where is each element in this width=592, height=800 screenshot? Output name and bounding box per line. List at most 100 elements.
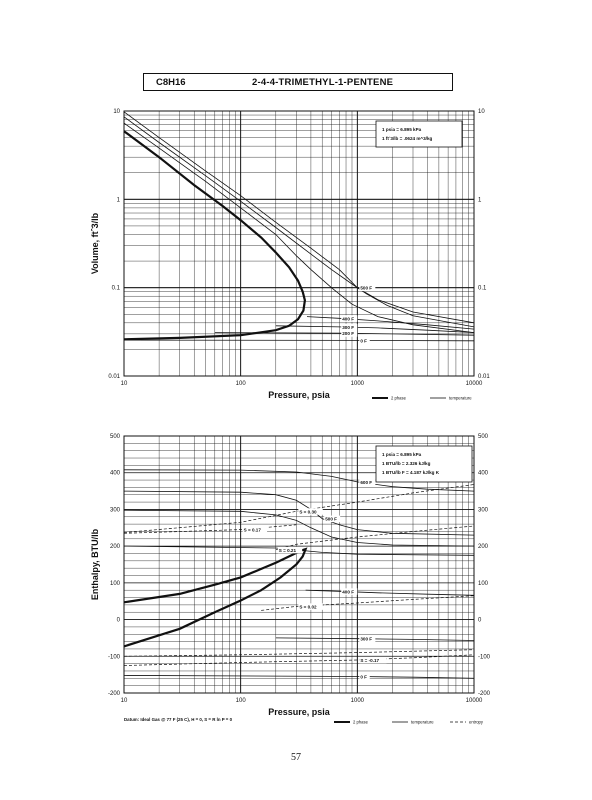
curve-label-bg bbox=[341, 323, 358, 331]
y-tick-label-left: 0.01 bbox=[108, 374, 120, 380]
y-tick-label-right: 100 bbox=[478, 581, 489, 587]
y-tick-label-left: 1 bbox=[117, 197, 121, 203]
y-tick-label-left: -100 bbox=[108, 654, 121, 660]
curve-label-bg bbox=[242, 526, 268, 534]
y-tick-label-left: -200 bbox=[108, 691, 121, 697]
curve-label-bg bbox=[359, 656, 387, 664]
curve-label: 400 F bbox=[342, 589, 354, 594]
y-tick-label-right: 1 bbox=[478, 197, 482, 203]
curve-label-bg bbox=[277, 546, 303, 554]
formula-label: C8H16 bbox=[156, 77, 186, 88]
entropy-curve bbox=[123, 484, 475, 533]
legend-entry: temperature bbox=[411, 720, 434, 725]
temperature-curve bbox=[305, 589, 475, 596]
y-tick-label-left: 400 bbox=[110, 471, 121, 477]
legend-entry: temperature bbox=[449, 396, 472, 401]
y-axis-title: Volume, ftˆ3/lb bbox=[90, 212, 100, 274]
temperature-curve bbox=[123, 122, 475, 333]
curve-label-bg bbox=[359, 673, 370, 680]
x-axis-title: Pressure, psia bbox=[268, 707, 331, 717]
y-tick-label-left: 300 bbox=[110, 507, 121, 513]
entropy-curve bbox=[275, 525, 475, 551]
temperature-curve bbox=[123, 509, 475, 547]
y-tick-label-left: 0.1 bbox=[112, 286, 121, 292]
curve-label: 0 F bbox=[360, 338, 367, 343]
compound-name: 2-4-4-TRIMETHYL-1-PENTENE bbox=[252, 77, 394, 88]
y-axis-title: Enthalpy, BTU/lb bbox=[90, 528, 100, 600]
temperature-curve bbox=[275, 325, 475, 333]
conversion-note: 1 psia = 6.895 kPa bbox=[382, 452, 422, 457]
two-phase-curve bbox=[123, 130, 307, 341]
y-tick-label-left: 100 bbox=[110, 581, 121, 587]
x-tick-label: 10000 bbox=[466, 698, 483, 704]
curve-label-bg bbox=[341, 588, 358, 595]
chart-header: C8H16 2-4-4-TRIMETHYL-1-PENTENE bbox=[143, 73, 453, 91]
temperature-curve bbox=[123, 116, 475, 328]
conversion-note: 1 BTU/lb = 2.326 kJ/kg bbox=[382, 461, 431, 466]
plot-frame bbox=[123, 110, 475, 377]
temperature-curve bbox=[123, 469, 475, 492]
y-tick-label-left: 200 bbox=[110, 544, 121, 550]
curve-label-bg bbox=[359, 478, 376, 486]
curve-label: 300 F bbox=[342, 325, 354, 330]
entropy-curve bbox=[123, 649, 475, 657]
curve-label: 400 F bbox=[342, 316, 354, 321]
temperature-curve bbox=[306, 316, 475, 330]
conversion-note: 1 BTU/lb F = 4.187 kJ/kg K bbox=[382, 470, 440, 475]
curve-label: 300 F bbox=[360, 637, 372, 642]
y-tick-label-right: 500 bbox=[478, 434, 489, 440]
y-tick-label-left: 10 bbox=[113, 109, 120, 115]
temperature-curve bbox=[214, 332, 475, 336]
notes-box bbox=[375, 120, 463, 148]
curve-label-bg bbox=[341, 315, 358, 322]
y-tick-label-right: 300 bbox=[478, 507, 489, 513]
temperature-curve bbox=[123, 339, 475, 342]
curve-label-bg bbox=[359, 284, 376, 292]
legend-entry: 2 phase bbox=[391, 396, 407, 401]
curve-label: S = 0.17 bbox=[244, 528, 262, 533]
curve-label: 600 F bbox=[360, 480, 372, 485]
entropy-curve bbox=[123, 524, 297, 534]
curve-label-bg bbox=[324, 515, 341, 523]
temperature-curve bbox=[275, 637, 475, 641]
curve-label: S = 0.21 bbox=[279, 548, 297, 553]
x-tick-label: 10 bbox=[121, 698, 128, 704]
notes-box bbox=[375, 445, 473, 483]
curve-label-bg bbox=[341, 330, 358, 337]
plot-frame bbox=[123, 435, 475, 694]
curve-label: 500 F bbox=[325, 517, 337, 522]
page-number: 57 bbox=[291, 752, 301, 763]
entropy-curve bbox=[261, 595, 475, 611]
two-phase-curve bbox=[123, 547, 308, 648]
curve-label: 0 F bbox=[360, 674, 367, 679]
legend-entry: 2 phase bbox=[353, 720, 369, 725]
curve-label-bg bbox=[359, 337, 370, 344]
curve-label: S = 0.30 bbox=[299, 509, 317, 514]
datum-note: Datum: Ideal Gas @ 77 F (25 C), H = 0, S… bbox=[124, 717, 233, 722]
curve-label-bg bbox=[359, 635, 376, 643]
y-tick-label-right: -100 bbox=[478, 654, 491, 660]
temperature-curve bbox=[123, 545, 475, 556]
curve-label: 200 F bbox=[342, 331, 354, 336]
x-tick-label: 100 bbox=[236, 381, 247, 387]
y-tick-label-right: 400 bbox=[478, 471, 489, 477]
y-tick-label-right: 10 bbox=[478, 109, 485, 115]
y-tick-label-right: 0.01 bbox=[478, 374, 490, 380]
y-tick-label-left: 500 bbox=[110, 434, 121, 440]
conversion-note: 1 ftˆ3/lb = .0624 m^3/kg bbox=[382, 136, 432, 141]
curve-label: S = -0.17 bbox=[360, 658, 379, 663]
x-tick-label: 10 bbox=[121, 381, 128, 387]
curve-label: 500 F bbox=[360, 286, 372, 291]
conversion-note: 1 psia = 6.895 kPa bbox=[382, 127, 422, 132]
x-tick-label: 100 bbox=[236, 698, 247, 704]
y-tick-label-right: 200 bbox=[478, 544, 489, 550]
curve-label: S = 0.02 bbox=[299, 604, 317, 609]
x-tick-label: 10000 bbox=[466, 381, 483, 387]
y-tick-label-right: 0 bbox=[478, 618, 482, 624]
entropy-curve bbox=[123, 654, 475, 666]
y-tick-label-left: 0 bbox=[117, 618, 121, 624]
x-axis-title: Pressure, psia bbox=[268, 390, 331, 400]
y-tick-label-right: 0.1 bbox=[478, 286, 487, 292]
